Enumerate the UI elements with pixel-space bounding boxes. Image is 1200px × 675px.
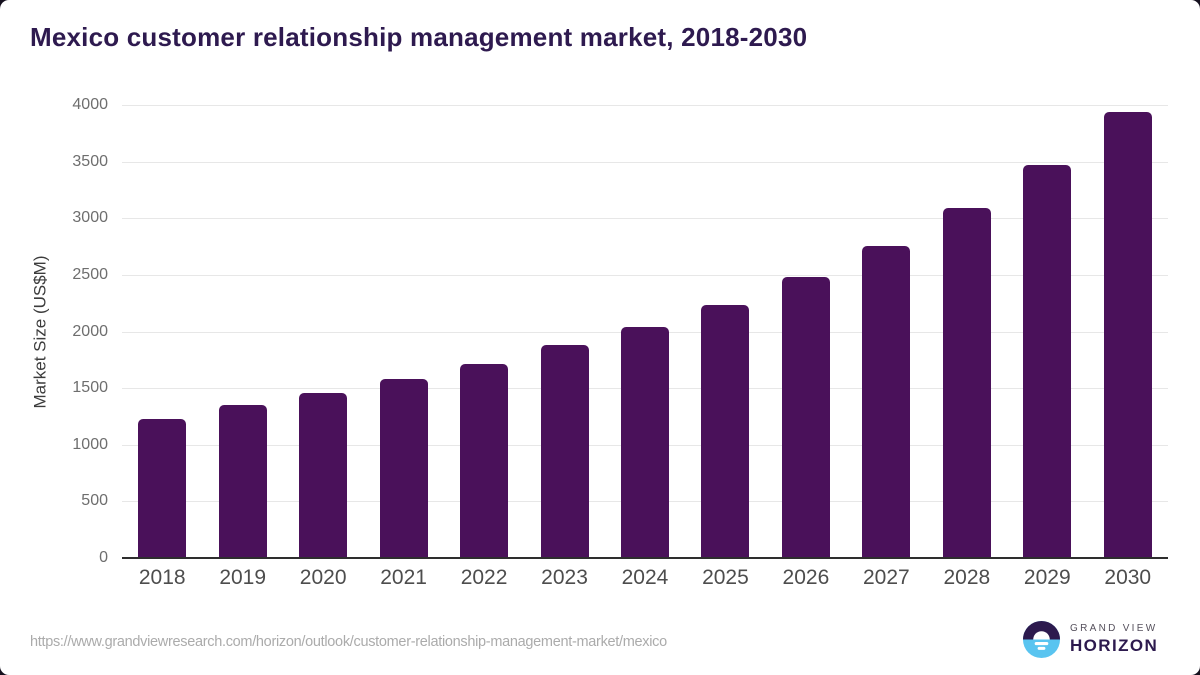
y-tick-500: 500 (81, 492, 108, 510)
x-tick-2022: 2022 (460, 566, 508, 589)
brand-logo: GRAND VIEW HORIZON (1022, 620, 1158, 659)
x-tick-2021: 2021 (380, 566, 427, 589)
bar-2025 (701, 304, 750, 558)
bar-2028 (942, 208, 991, 558)
x-tick-2019: 2019 (219, 566, 267, 589)
brand-logo-text: GRAND VIEW HORIZON (1070, 623, 1158, 656)
x-tick-2030: 2030 (1104, 566, 1152, 589)
y-tick-1000: 1000 (72, 435, 108, 453)
x-tick-2027: 2027 (863, 566, 910, 589)
brand-name-top: GRAND VIEW (1070, 623, 1158, 634)
y-tick-4000: 4000 (72, 96, 108, 113)
gridline-2500 (122, 274, 1168, 276)
x-tick-2018: 2018 (138, 566, 186, 589)
bar-2030 (1103, 112, 1152, 558)
y-tick-1500: 1500 (72, 379, 108, 397)
brand-name-bottom: HORIZON (1070, 636, 1159, 655)
x-tick-2028: 2028 (943, 566, 991, 589)
y-tick-0: 0 (99, 549, 108, 566)
bar-2023 (540, 345, 589, 558)
x-tick-2020: 2020 (299, 566, 347, 589)
bar-2020 (299, 393, 348, 558)
gridline-3000 (122, 218, 1168, 220)
horizon-sun-logo-icon (1022, 620, 1061, 659)
x-axis-line (122, 557, 1168, 559)
x-tick-2029: 2029 (1023, 566, 1071, 589)
source-url: https://www.grandviewresearch.com/horizo… (30, 634, 667, 650)
gridline-3500 (122, 161, 1168, 163)
bar-2021 (379, 379, 428, 558)
bar-2022 (460, 363, 509, 558)
x-tick-2024: 2024 (621, 566, 669, 589)
x-tick-2026: 2026 (782, 566, 830, 589)
x-tick-2023: 2023 (541, 566, 588, 589)
bar-2029 (1023, 165, 1072, 558)
y-tick-2500: 2500 (72, 265, 108, 283)
gridline-4000 (122, 105, 1168, 106)
y-tick-3000: 3000 (72, 209, 108, 227)
bar-2026 (781, 277, 830, 558)
x-tick-2025: 2025 (702, 566, 749, 589)
y-tick-3500: 3500 (72, 152, 108, 170)
chart-title: Mexico customer relationship management … (30, 22, 808, 52)
bar-2024 (621, 326, 669, 558)
bar-2018 (138, 419, 187, 558)
bar-2019 (218, 405, 267, 558)
y-tick-2000: 2000 (72, 322, 108, 340)
bar-2027 (862, 245, 911, 558)
